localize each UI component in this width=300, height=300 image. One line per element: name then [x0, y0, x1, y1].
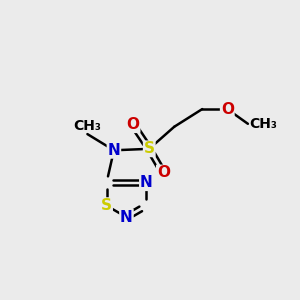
Text: S: S: [101, 198, 112, 213]
Text: O: O: [157, 166, 170, 181]
Text: O: O: [127, 117, 140, 132]
Text: CH₃: CH₃: [249, 117, 277, 131]
Text: N: N: [107, 143, 120, 158]
Text: S: S: [144, 141, 155, 156]
Text: CH₃: CH₃: [74, 118, 101, 133]
Text: N: N: [120, 210, 133, 225]
Text: O: O: [221, 102, 234, 117]
Text: N: N: [140, 175, 153, 190]
